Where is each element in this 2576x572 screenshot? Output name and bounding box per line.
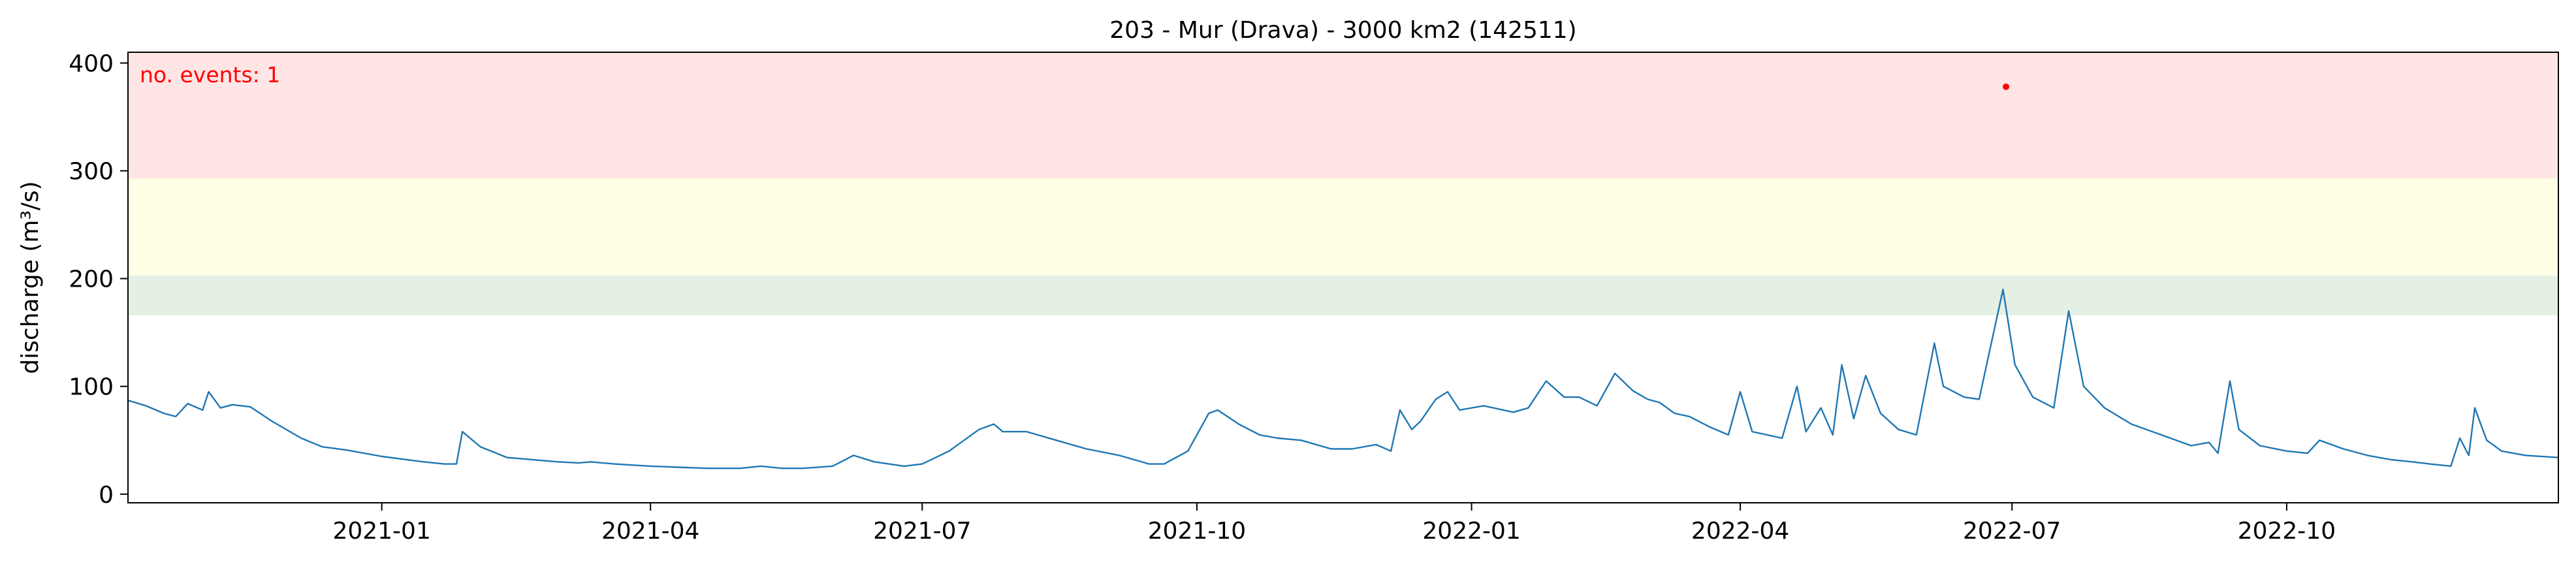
x-axis: 2021-01 2021-04 2021-07 2021-10 2022-01 2022-… (332, 503, 2336, 545)
threshold-band-2 (128, 52, 2558, 179)
y-tick-label-1: 100 (69, 374, 114, 401)
event-marker-0 (2003, 83, 2010, 90)
y-axis: 0 100 200 300 400 (69, 51, 128, 509)
x-tick-label-3: 2021-10 (1148, 518, 1246, 545)
threshold-band-0 (128, 275, 2558, 315)
event-markers (2003, 83, 2010, 90)
x-tick-label-2: 2021-07 (873, 518, 971, 545)
y-tick-label-3: 300 (69, 159, 114, 185)
event-count-annotation: no. events: 1 (140, 62, 280, 87)
y-axis-label: discharge (m³/s) (17, 181, 44, 373)
plot-frame (127, 52, 2559, 503)
x-tick-label-4: 2022-01 (1422, 518, 1520, 545)
y-tick-label-0: 0 (99, 482, 114, 509)
threshold-band-1 (128, 178, 2558, 276)
series-line-0 (127, 289, 2559, 469)
x-tick-label-6: 2022-07 (1963, 518, 2061, 545)
x-tick-label-1: 2021-04 (601, 518, 699, 545)
y-tick-label-4: 400 (69, 51, 114, 78)
series-group (127, 289, 2559, 469)
x-tick-label-7: 2022-10 (2238, 518, 2336, 545)
chart-title: 203 - Mur (Drava) - 3000 km2 (142511) (1109, 17, 1576, 44)
x-tick-label-5: 2022-04 (1691, 518, 1789, 545)
threshold-bands (128, 52, 2558, 315)
y-tick-label-2: 200 (69, 266, 114, 293)
x-tick-label-0: 2021-01 (332, 518, 430, 545)
